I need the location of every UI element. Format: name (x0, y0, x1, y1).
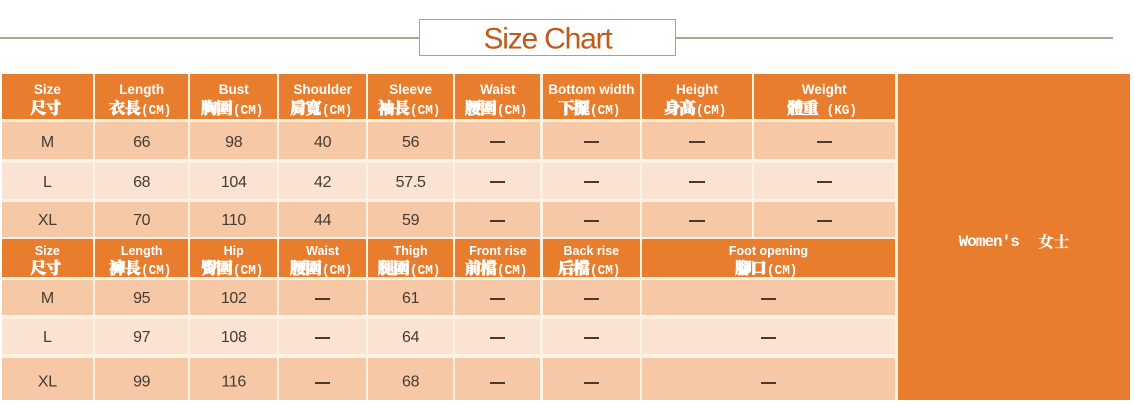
svg-text:(CM): (CM) (696, 103, 726, 117)
svg-text:(CM): (CM) (141, 103, 171, 117)
svg-text:(CM): (CM) (497, 103, 527, 117)
svg-text:(CM): (CM) (410, 263, 440, 277)
svg-text:(CM): (CM) (590, 103, 620, 117)
svg-text:(CM): (CM) (141, 263, 171, 277)
svg-text:(CM): (CM) (497, 263, 527, 277)
svg-text:(CM): (CM) (590, 263, 620, 277)
svg-text:(KG): (KG) (819, 103, 857, 117)
svg-text:(CM): (CM) (322, 103, 352, 117)
svg-text:(CM): (CM) (767, 263, 797, 277)
svg-text:(CM): (CM) (233, 263, 263, 277)
svg-text:(CM): (CM) (233, 103, 263, 117)
svg-text:(CM): (CM) (322, 263, 352, 277)
svg-text:(CM): (CM) (410, 103, 440, 117)
